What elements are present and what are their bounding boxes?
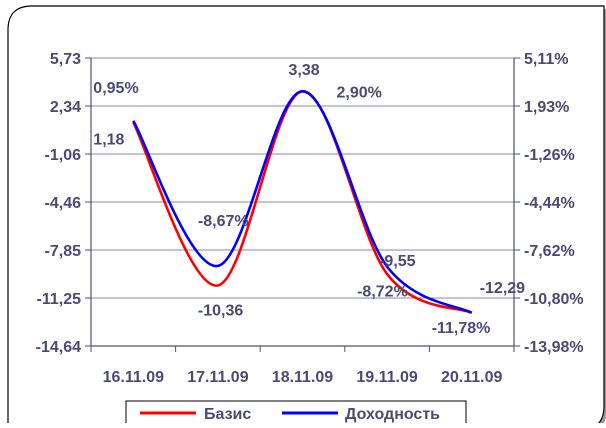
x-tick-label: 18.11.09 xyxy=(272,369,334,386)
legend: Базис Доходность xyxy=(125,400,467,428)
left-tick-label: -11,25 xyxy=(37,291,82,308)
data-label: -11,78% xyxy=(432,320,491,337)
data-label: 1,18 xyxy=(93,131,124,148)
series-line-yield xyxy=(132,90,473,314)
data-label: 0,95% xyxy=(93,80,138,97)
x-tick-label: 20.11.09 xyxy=(441,369,503,386)
right-tick-label: -13,98% xyxy=(524,339,584,356)
right-tick-label: -1,26% xyxy=(524,147,575,164)
left-tick-label: -1,06 xyxy=(45,147,82,164)
data-label: -8,67% xyxy=(198,213,249,230)
left-tick-label: 2,34 xyxy=(50,99,81,116)
left-tick-label: 5,73 xyxy=(50,51,81,68)
data-labels: 1,18 -10,36 3,38 -9,55 -12,29 0,95% -8,67% 2,90… xyxy=(93,62,525,337)
axes xyxy=(85,57,520,352)
data-label: -12,29 xyxy=(480,280,525,297)
data-label: 3,38 xyxy=(289,62,320,79)
left-tick-label: -4,46 xyxy=(45,195,82,212)
right-axis-tick-labels: 5,11% 1,93% -1,26% -4,44% -7,62% -10,80% -13,9… xyxy=(524,51,584,356)
left-tick-label: -14,64 xyxy=(36,339,81,356)
right-tick-label: -10,80% xyxy=(524,291,584,308)
data-label: 2,90% xyxy=(337,84,382,101)
right-tick-label: -7,62% xyxy=(524,243,575,260)
series-lines xyxy=(132,89,473,314)
right-tick-label: 1,93% xyxy=(524,99,569,116)
data-label: -9,55 xyxy=(379,253,416,270)
chart-frame xyxy=(7,5,605,428)
x-tick-label: 17.11.09 xyxy=(187,369,249,386)
left-tick-label: -7,85 xyxy=(45,243,82,260)
data-label: -8,72% xyxy=(357,284,408,301)
data-label: -10,36 xyxy=(198,302,243,319)
x-tick-label: 19.11.09 xyxy=(356,369,418,386)
x-tick-label: 16.11.09 xyxy=(103,369,165,386)
left-axis-tick-labels: 5,73 2,34 -1,06 -4,46 -7,85 -11,25 -14,64 xyxy=(36,51,81,356)
x-axis-tick-labels: 16.11.09 17.11.09 18.11.09 19.11.09 20.11.09 xyxy=(103,369,503,386)
legend-label-basis: Базис xyxy=(204,406,251,423)
right-tick-label: -4,44% xyxy=(524,195,575,212)
legend-label-yield: Доходность xyxy=(345,406,440,423)
right-tick-label: 5,11% xyxy=(524,51,568,68)
